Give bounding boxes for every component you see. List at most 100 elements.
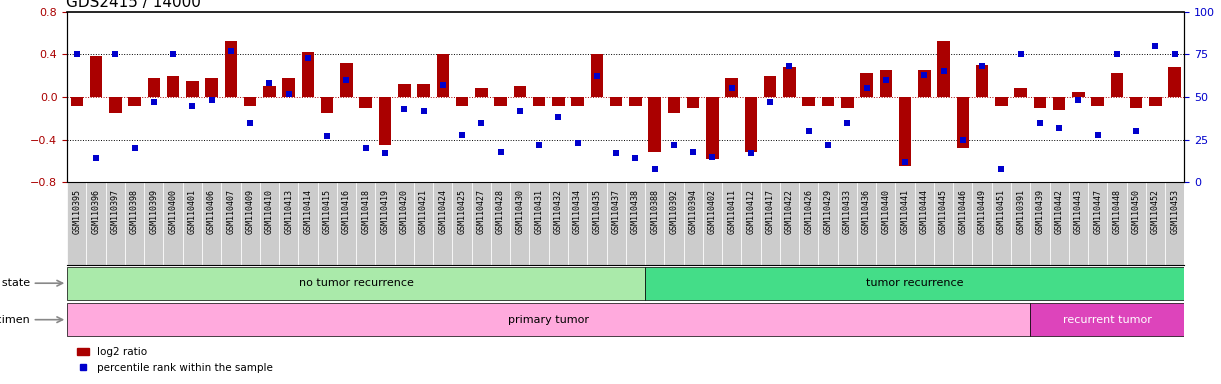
Bar [514,86,526,97]
Bar [571,97,584,106]
Bar [298,182,317,265]
Text: GSM110392: GSM110392 [669,189,679,234]
Bar [1149,97,1161,106]
Bar [818,182,838,265]
Bar [995,97,1007,106]
Bar [725,78,737,97]
Text: GSM110407: GSM110407 [226,189,236,234]
Point [1145,43,1165,49]
Text: GSM110425: GSM110425 [458,189,466,234]
Bar [706,97,719,159]
Point [799,128,818,134]
Bar [548,182,568,265]
Bar [972,182,991,265]
Bar [591,54,603,97]
Bar [453,182,471,265]
Bar [609,97,623,106]
Bar [414,182,433,265]
Bar [799,182,818,265]
Bar [703,182,722,265]
Bar [1034,97,1046,108]
Bar [1072,92,1084,97]
Text: GSM110399: GSM110399 [149,189,159,234]
Point [471,119,491,126]
Bar [71,97,83,106]
Bar [1092,97,1104,106]
Point [491,149,510,155]
Text: GSM110421: GSM110421 [419,189,429,234]
Point [625,156,645,162]
Point [857,85,877,91]
Text: GDS2415 / 14000: GDS2415 / 14000 [66,0,201,10]
Text: no tumor recurrence: no tumor recurrence [299,278,414,288]
Text: GSM110449: GSM110449 [978,189,987,234]
Text: GSM110429: GSM110429 [823,189,833,234]
Bar [1031,303,1184,336]
Bar [357,182,375,265]
Point [414,108,433,114]
Bar [375,182,394,265]
Point [298,55,317,61]
Point [972,63,991,69]
Bar [221,182,241,265]
Point [722,85,741,91]
Text: GSM110451: GSM110451 [996,189,1006,234]
Bar [260,182,280,265]
Bar [668,97,680,113]
Bar [783,67,796,97]
Point [278,91,298,97]
Text: GSM110436: GSM110436 [862,189,871,234]
Text: GSM110412: GSM110412 [746,189,756,234]
Text: GSM110432: GSM110432 [554,189,563,234]
Bar [918,70,930,97]
Text: GSM110402: GSM110402 [708,189,717,234]
Bar [125,182,144,265]
Point [260,80,280,86]
Point [87,156,106,162]
Text: GSM110414: GSM110414 [304,189,313,234]
Text: disease state: disease state [0,278,31,288]
Point [607,150,626,156]
Bar [684,182,703,265]
Bar [587,182,607,265]
Bar [148,78,160,97]
Text: GSM110422: GSM110422 [785,189,794,234]
Point [164,51,183,57]
Point [201,97,221,103]
Text: GSM110391: GSM110391 [1016,189,1026,234]
Bar [128,97,140,106]
Text: GSM110450: GSM110450 [1132,189,1140,234]
Bar [491,182,510,265]
Bar [1165,182,1184,265]
Bar [205,78,217,97]
Text: GSM110431: GSM110431 [535,189,543,234]
Bar [976,65,988,97]
Text: GSM110394: GSM110394 [689,189,697,234]
Text: GSM110420: GSM110420 [399,189,409,234]
Bar [337,182,357,265]
Bar [530,182,548,265]
Text: GSM110437: GSM110437 [612,189,620,234]
Bar [934,182,954,265]
Text: primary tumor: primary tumor [508,314,590,325]
Point [1031,119,1050,126]
Point [991,166,1011,172]
Point [1107,51,1127,57]
Point [587,73,607,79]
Bar [991,182,1011,265]
Bar [625,182,645,265]
Bar [109,97,122,113]
Bar [167,76,179,97]
Text: GSM110427: GSM110427 [476,189,486,234]
Bar [915,182,934,265]
Point [1049,125,1068,131]
Bar [822,97,834,106]
Bar [106,182,125,265]
Text: GSM110406: GSM110406 [208,189,216,234]
Bar [1011,182,1031,265]
Bar [802,97,814,106]
Bar [1088,182,1107,265]
Point [1088,131,1107,137]
Text: GSM110426: GSM110426 [805,189,813,234]
Text: GSM110448: GSM110448 [1112,189,1121,234]
